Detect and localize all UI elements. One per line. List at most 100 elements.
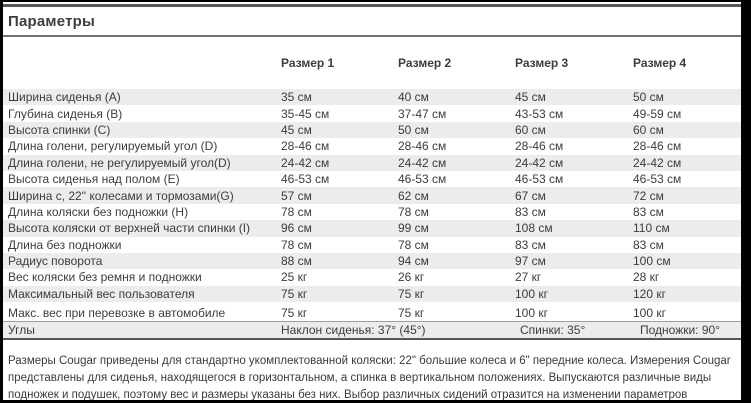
param-value: 27 кг xyxy=(515,270,542,285)
param-value: 97 см xyxy=(515,254,546,269)
col-header: Размер 1 xyxy=(281,56,335,70)
param-value: 28-46 см xyxy=(633,139,682,154)
top-divider xyxy=(3,4,741,7)
param-value: 96 см xyxy=(281,221,312,236)
param-value: 99 см xyxy=(398,221,429,236)
param-label: Глубина сиденья (В) xyxy=(8,106,123,121)
param-value: 62 см xyxy=(398,188,429,203)
param-value: 67 см xyxy=(515,188,546,203)
param-value: 110 см xyxy=(633,221,670,236)
param-value: 24-42 см xyxy=(515,155,564,170)
param-label: Длина без подножки xyxy=(8,237,122,252)
table-bottom-divider xyxy=(3,337,741,340)
param-value: 75 кг xyxy=(398,286,425,301)
param-label: Длина голени, регулируемый угол (D) xyxy=(8,139,218,154)
param-value: 78 см xyxy=(398,237,429,252)
title-divider xyxy=(3,35,741,37)
table-row: Вес коляски без ремня и подножки 25 кг 2… xyxy=(3,269,741,285)
param-label: Высота сиденья над полом (Е) xyxy=(8,172,180,187)
param-value: 83 см xyxy=(515,204,546,219)
param-value: 60 см xyxy=(515,122,546,137)
param-value: 94 см xyxy=(398,254,429,269)
param-value: 75 кг xyxy=(281,286,308,301)
table-row: Длина коляски без подножки (Н) 78 см 78 … xyxy=(3,204,741,220)
param-label: Макс. вес при перевозке в автомобиле xyxy=(8,306,226,321)
param-value: 88 см xyxy=(281,254,312,269)
param-value: 83 см xyxy=(633,204,664,219)
param-value: 35-45 см xyxy=(281,106,330,121)
footnote-text: Размеры Cougar приведены для стандартно … xyxy=(8,354,731,401)
angle-back-value: Спинки: 35° xyxy=(520,323,586,338)
param-value: 28-46 см xyxy=(515,139,564,154)
param-value: 83 см xyxy=(633,237,664,252)
page-title: Параметры xyxy=(8,13,95,30)
param-label: Максимальный вес пользователя xyxy=(8,286,195,301)
param-value: 120 кг xyxy=(633,286,666,301)
angle-seat-value: Наклон сиденья: 37° (45°) xyxy=(281,323,426,338)
param-value: 46-53 см xyxy=(633,172,682,187)
param-value: 75 кг xyxy=(398,306,425,321)
param-value: 57 см xyxy=(281,188,312,203)
param-value: 50 см xyxy=(398,122,429,137)
param-value: 100 кг xyxy=(633,306,666,321)
table-header-row: Размер 1 Размер 2 Размер 3 Размер 4 xyxy=(3,37,741,89)
param-value: 75 кг xyxy=(281,306,308,321)
param-value: 45 см xyxy=(281,122,312,137)
param-label: Вес коляски без ремня и подножки xyxy=(8,270,202,285)
col-header: Размер 2 xyxy=(398,56,452,70)
param-value: 50 см xyxy=(633,90,664,105)
col-header: Размер 4 xyxy=(633,56,687,70)
param-label: Высота спинки (С) xyxy=(8,122,111,137)
param-value: 45 см xyxy=(515,90,546,105)
table-row: Максимальный вес пользователя 75 кг 75 к… xyxy=(3,285,741,303)
param-value: 24-42 см xyxy=(633,155,682,170)
param-value: 83 см xyxy=(515,237,546,252)
param-value: 28 кг xyxy=(633,270,660,285)
param-value: 24-42 см xyxy=(281,155,330,170)
table-row: Высота спинки (С) 45 см 50 см 60 см 60 с… xyxy=(3,121,741,139)
param-label: Радиус поворота xyxy=(8,254,103,269)
param-value: 46-53 см xyxy=(398,172,447,187)
param-value: 108 см xyxy=(515,221,553,236)
param-value: 28-46 см xyxy=(281,139,330,154)
param-value: 24-42 см xyxy=(398,155,447,170)
param-label: Углы xyxy=(8,323,35,338)
table-row: Глубина сиденья (В) 35-45 см 37-47 см 43… xyxy=(3,105,741,121)
table-row: Высота сиденья над полом (Е) 46-53 см 46… xyxy=(3,171,741,187)
angle-footrest-value: Подножки: 90° xyxy=(640,323,720,338)
param-label: Высота коляски от верхней части спинки (… xyxy=(8,221,251,236)
param-value: 46-53 см xyxy=(515,172,564,187)
table-row: Длина без подножки 78 см 78 см 83 см 83 … xyxy=(3,237,741,253)
param-value: 78 см xyxy=(281,237,312,252)
table-row: Высота коляски от верхней части спинки (… xyxy=(3,220,741,237)
param-value: 43-53 см xyxy=(515,106,564,121)
table-row: Ширина с, 22" колесами и тормозами(G) 57… xyxy=(3,187,741,204)
table-row-angles: Углы Наклон сиденья: 37° (45°) Спинки: 3… xyxy=(3,321,741,338)
param-label: Ширина сиденья (А) xyxy=(8,90,121,105)
param-value: 60 см xyxy=(633,122,664,137)
table-row: Радиус поворота 88 см 94 см 97 см 100 см xyxy=(3,252,741,270)
param-value: 28-46 см xyxy=(398,139,447,154)
param-value: 49-59 см xyxy=(633,106,682,121)
param-value: 46-53 см xyxy=(281,172,330,187)
table-row: Длина голени, не регулируемый угол(D) 24… xyxy=(3,154,741,171)
param-value: 72 см xyxy=(633,188,664,203)
param-label: Ширина с, 22" колесами и тормозами(G) xyxy=(8,188,234,203)
param-value: 40 см xyxy=(398,90,429,105)
param-value: 78 см xyxy=(398,204,429,219)
param-value: 78 см xyxy=(281,204,312,219)
param-value: 100 кг xyxy=(515,286,548,301)
table-row: Ширина сиденья (А) 35 см 40 см 45 см 50 … xyxy=(3,89,741,106)
param-value: 100 кг xyxy=(515,306,548,321)
param-label: Длина коляски без подножки (Н) xyxy=(8,204,189,219)
param-label: Длина голени, не регулируемый угол(D) xyxy=(8,155,231,170)
param-value: 100 см xyxy=(633,254,671,269)
param-value: 26 кг xyxy=(398,270,425,285)
param-value: 25 кг xyxy=(281,270,308,285)
param-value: 35 см xyxy=(281,90,312,105)
table-row: Макс. вес при перевозке в автомобиле 75 … xyxy=(3,305,741,321)
col-header: Размер 3 xyxy=(515,56,569,70)
param-value: 37-47 см xyxy=(398,106,447,121)
table-row: Длина голени, регулируемый угол (D) 28-4… xyxy=(3,138,741,154)
